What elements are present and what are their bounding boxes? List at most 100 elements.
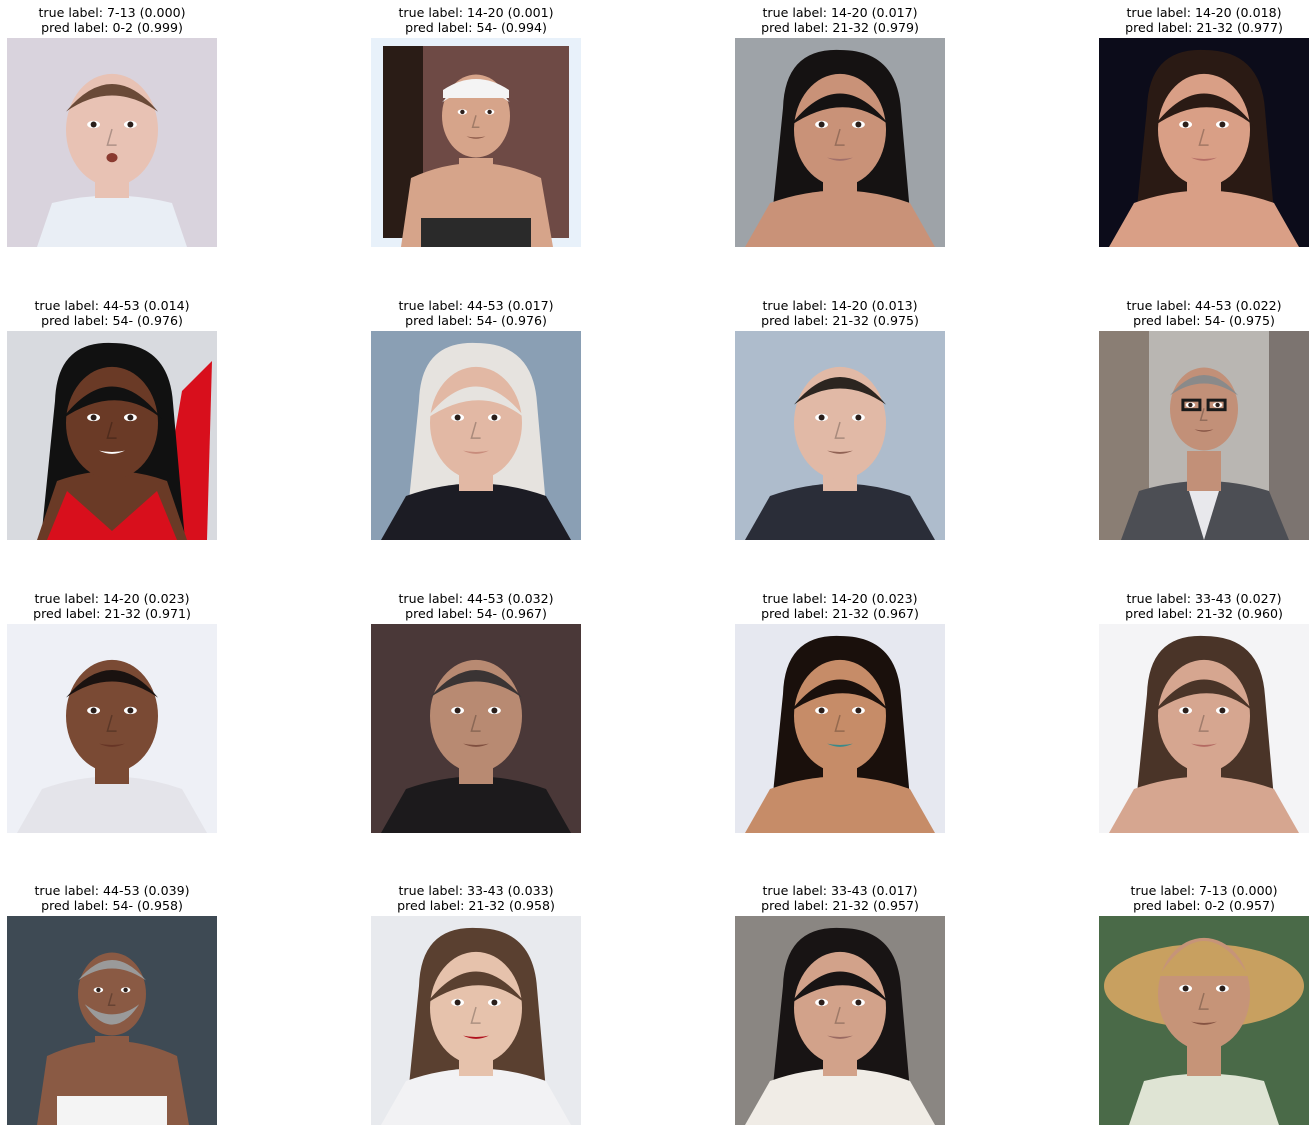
panel-caption: true label: 14-20 (0.013) pred label: 21-… [710, 298, 970, 328]
hair [66, 670, 158, 698]
clothing [381, 1068, 571, 1125]
cap [443, 79, 509, 98]
neck [95, 1036, 129, 1076]
pupil-left [454, 414, 461, 421]
true-label: true label: 33-43 (0.027) [1126, 591, 1282, 606]
pupil-left [90, 121, 97, 128]
prediction-panel: true label: 14-20 (0.023) pred label: 21-… [735, 591, 945, 833]
clothing [381, 776, 571, 833]
building-right [1269, 331, 1309, 540]
pupil-right [487, 109, 492, 115]
clothing [17, 776, 207, 833]
hair-fringe [426, 971, 526, 1004]
photo-illustration [7, 331, 217, 540]
panel-caption: true label: 14-20 (0.018) pred label: 21-… [1074, 5, 1315, 35]
true-label: true label: 33-43 (0.017) [762, 883, 918, 898]
pupil-left [90, 414, 97, 421]
true-label: true label: 44-53 (0.014) [34, 298, 190, 313]
clothing [1109, 190, 1299, 247]
photo-illustration [7, 624, 217, 833]
photo-illustration [735, 331, 945, 540]
photo-illustration [7, 916, 217, 1125]
photo-illustration [371, 331, 581, 540]
pupil-left [454, 707, 461, 714]
photo-illustration [1099, 38, 1309, 247]
hair-fringe [790, 93, 890, 126]
panel-caption: true label: 33-43 (0.027) pred label: 21-… [1074, 591, 1315, 621]
true-label: true label: 44-53 (0.022) [1126, 298, 1282, 313]
nose [1198, 992, 1209, 1010]
shorts [421, 218, 531, 247]
true-label: true label: 44-53 (0.017) [398, 298, 554, 313]
pred-label: pred label: 21-32 (0.958) [397, 898, 555, 913]
hair-fringe [790, 971, 890, 1004]
prediction-panel: true label: 14-20 (0.018) pred label: 21-… [1099, 5, 1309, 247]
nose [106, 128, 117, 146]
nose [106, 421, 117, 439]
clothing [745, 1068, 935, 1125]
hair [794, 377, 886, 405]
hair-fringe [1154, 93, 1254, 126]
panel-caption: true label: 44-53 (0.017) pred label: 54-… [346, 298, 606, 328]
face-photo [371, 331, 581, 540]
prediction-panel: true label: 14-20 (0.017) pred label: 21-… [735, 5, 945, 247]
pupil-left [818, 414, 825, 421]
mouth [106, 153, 118, 163]
pred-label: pred label: 54- (0.967) [405, 606, 547, 621]
panel-caption: true label: 33-43 (0.033) pred label: 21-… [346, 883, 606, 913]
prediction-panel: true label: 33-43 (0.027) pred label: 21-… [1099, 591, 1309, 833]
nose [1198, 128, 1209, 146]
clothing [1109, 776, 1299, 833]
face-photo [371, 624, 581, 833]
mouth [99, 450, 125, 454]
photo-illustration [371, 624, 581, 833]
prediction-panel: true label: 44-53 (0.017) pred label: 54-… [371, 298, 581, 540]
hair [430, 670, 522, 698]
face-photo [7, 331, 217, 540]
face [66, 659, 158, 773]
pupil-left [90, 707, 97, 714]
pupil-left [1188, 402, 1193, 408]
neck [459, 158, 493, 198]
photo-illustration [1099, 331, 1309, 540]
prediction-panel: true label: 14-20 (0.023) pred label: 21-… [7, 591, 217, 833]
photo-illustration [7, 38, 217, 247]
nose [471, 115, 480, 128]
nose [834, 128, 845, 146]
face-photo [735, 624, 945, 833]
true-label: true label: 14-20 (0.013) [762, 298, 918, 313]
true-label: true label: 7-13 (0.000) [1130, 883, 1278, 898]
neck [1187, 451, 1221, 491]
mouth [463, 743, 489, 747]
face-photo [1099, 331, 1309, 540]
shirt [1189, 491, 1219, 540]
pred-label: pred label: 21-32 (0.979) [761, 20, 919, 35]
pupil-right [855, 121, 862, 128]
panel-caption: true label: 14-20 (0.017) pred label: 21-… [710, 5, 970, 35]
pupil-left [96, 987, 101, 993]
pred-label: pred label: 54- (0.976) [41, 313, 183, 328]
true-label: true label: 14-20 (0.017) [762, 5, 918, 20]
mouth [827, 743, 853, 747]
prediction-panel: true label: 44-53 (0.022) pred label: 54-… [1099, 298, 1309, 540]
true-label: true label: 14-20 (0.023) [762, 591, 918, 606]
clothing [745, 190, 935, 247]
pred-label: pred label: 0-2 (0.957) [1133, 898, 1275, 913]
face-photo [371, 916, 581, 1125]
photo-illustration [735, 916, 945, 1125]
mouth [463, 450, 489, 454]
true-label: true label: 14-20 (0.023) [34, 591, 190, 606]
face [430, 659, 522, 773]
pupil-left [818, 121, 825, 128]
pred-label: pred label: 21-32 (0.971) [33, 606, 191, 621]
prediction-panel: true label: 44-53 (0.039) pred label: 54-… [7, 883, 217, 1125]
pupil-right [123, 987, 128, 993]
face-photo [735, 331, 945, 540]
pupil-left [818, 999, 825, 1006]
pupil-right [855, 414, 862, 421]
pupil-right [127, 707, 134, 714]
prediction-panel: true label: 14-20 (0.001) pred label: 54-… [371, 5, 581, 247]
true-label: true label: 33-43 (0.033) [398, 883, 554, 898]
nose [834, 421, 845, 439]
hair-fringe [1154, 679, 1254, 712]
